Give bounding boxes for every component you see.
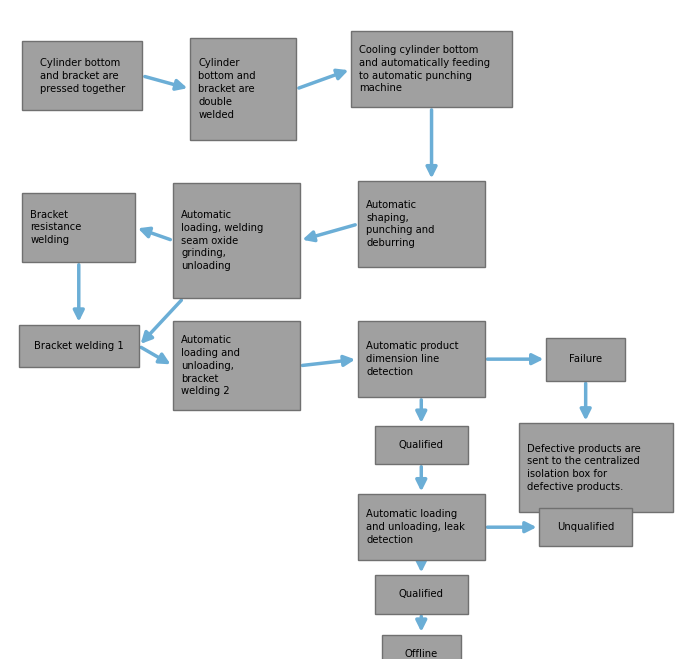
Bar (358, 321, 484, 397)
Text: Cooling cylinder bottom
and automatically feeding
to automatic punching
machine: Cooling cylinder bottom and automaticall… (359, 45, 490, 94)
FancyArrowPatch shape (488, 523, 533, 532)
Text: Offline: Offline (405, 648, 438, 659)
Bar (22, 41, 142, 110)
FancyArrowPatch shape (142, 228, 171, 240)
FancyArrowPatch shape (141, 347, 167, 362)
Bar (519, 423, 673, 513)
Bar (382, 635, 460, 659)
Bar (173, 183, 300, 298)
FancyArrowPatch shape (417, 616, 425, 628)
FancyArrowPatch shape (417, 467, 425, 488)
Bar (358, 494, 484, 560)
Bar (19, 324, 138, 367)
Text: Automatic product
dimension line
detection: Automatic product dimension line detecti… (366, 341, 459, 377)
FancyArrowPatch shape (299, 71, 345, 88)
FancyArrowPatch shape (582, 500, 590, 511)
FancyArrowPatch shape (303, 357, 351, 366)
Bar (375, 575, 467, 614)
FancyArrowPatch shape (143, 301, 182, 341)
FancyArrowPatch shape (417, 400, 425, 419)
FancyArrowPatch shape (75, 265, 83, 318)
Bar (358, 181, 484, 267)
Bar (190, 38, 296, 140)
Text: Cylinder bottom
and bracket are
pressed together: Cylinder bottom and bracket are pressed … (40, 58, 125, 94)
Text: Automatic
loading and
unloading,
bracket
welding 2: Automatic loading and unloading, bracket… (181, 335, 240, 396)
Bar (547, 337, 625, 380)
Text: Qualified: Qualified (399, 440, 444, 450)
Text: Automatic loading
and unloading, leak
detection: Automatic loading and unloading, leak de… (366, 509, 465, 545)
Text: Bracket welding 1: Bracket welding 1 (34, 341, 124, 351)
Text: Qualified: Qualified (399, 589, 444, 600)
Text: Cylinder
bottom and
bracket are
double
welded: Cylinder bottom and bracket are double w… (198, 59, 256, 119)
Bar (22, 192, 135, 262)
FancyArrowPatch shape (427, 110, 436, 175)
FancyArrowPatch shape (417, 559, 425, 569)
FancyArrowPatch shape (145, 76, 184, 89)
Text: Defective products are
sent to the centralized
isolation box for
defective produ: Defective products are sent to the centr… (527, 444, 641, 492)
Text: Unqualified: Unqualified (557, 522, 614, 532)
FancyArrowPatch shape (306, 225, 356, 241)
Bar (351, 31, 512, 107)
Text: Automatic
loading, welding
seam oxide
grinding,
unloading: Automatic loading, welding seam oxide gr… (181, 210, 264, 271)
FancyArrowPatch shape (488, 355, 540, 364)
Text: Automatic
shaping,
punching and
deburring: Automatic shaping, punching and deburrin… (366, 200, 434, 248)
Text: Bracket
resistance
welding: Bracket resistance welding (30, 210, 82, 245)
Bar (173, 322, 300, 410)
Bar (540, 508, 632, 546)
FancyArrowPatch shape (582, 384, 590, 416)
Bar (375, 426, 467, 464)
Text: Failure: Failure (569, 354, 602, 364)
